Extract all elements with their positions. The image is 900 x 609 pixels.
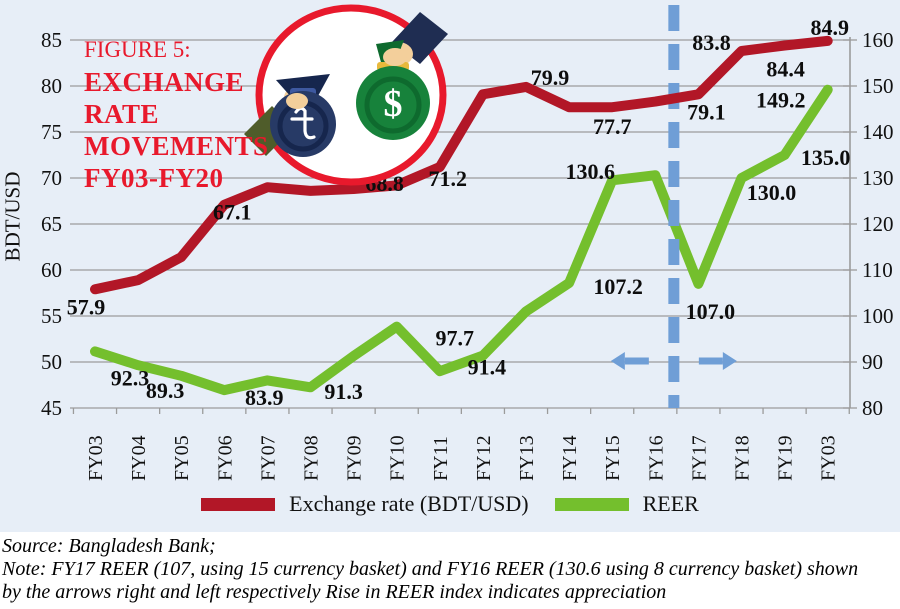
data-point-label: 57.9 <box>67 294 106 319</box>
x-axis-category-label: FY13 <box>516 435 538 481</box>
data-point-label: 83.8 <box>692 30 731 55</box>
x-axis-category-label: FY03 <box>85 435 107 481</box>
x-axis-category-label: FY10 <box>387 435 409 481</box>
left-axis-tick-label: 70 <box>41 166 62 190</box>
x-axis-category-label: FY07 <box>257 435 279 481</box>
data-point-label: 91.3 <box>324 379 363 404</box>
right-axis-tick-label: 120 <box>862 212 894 236</box>
data-point-label: 107.0 <box>686 299 736 324</box>
legend-label-exchange-rate: Exchange rate (BDT/USD) <box>289 491 529 516</box>
chart-title: FIGURE 5: EXCHANGE RATE MOVEMENTS FY03-F… <box>84 34 269 194</box>
money-exchange-illustration: $ <box>244 4 448 186</box>
right-axis-tick-label: 160 <box>862 28 894 52</box>
data-point-label: 135.0 <box>801 145 851 170</box>
reer-swatch <box>554 497 629 511</box>
note-line-1: Note: FY17 REER (107, using 15 currency … <box>2 558 859 580</box>
data-point-label: 79.1 <box>687 99 726 124</box>
right-hand-fingers <box>383 48 407 66</box>
x-axis-category-label: FY09 <box>344 435 366 481</box>
x-axis-category-label: FY14 <box>559 435 581 481</box>
legend-item-reer: REER <box>554 491 699 517</box>
data-point-label: 97.7 <box>435 326 474 351</box>
dollar-symbol: $ <box>384 83 403 125</box>
x-axis-category-label: FY04 <box>128 435 150 481</box>
x-axis-category-label: FY05 <box>171 435 193 481</box>
right-axis-tick-label: 80 <box>862 396 883 420</box>
x-axis-category-label: FY11 <box>430 436 452 481</box>
chart-notes: Source: Bangladesh Bank; Note: FY17 REER… <box>0 532 900 609</box>
x-axis-category-label: FY17 <box>688 435 710 481</box>
data-point-label: 79.9 <box>531 65 570 90</box>
x-axis-category-label: FY15 <box>602 435 624 481</box>
data-point-label: 77.7 <box>593 114 632 139</box>
x-axis-category-label: FY06 <box>214 435 236 481</box>
right-arrow-head <box>722 352 737 370</box>
data-point-label: 107.2 <box>593 274 643 299</box>
dollar-bag-inner-ring <box>364 76 422 134</box>
exchange-rate-line <box>90 35 833 295</box>
right-axis-tick-label: 90 <box>862 350 883 374</box>
data-point-label: 130.6 <box>566 159 616 184</box>
right-axis-tick-label: 130 <box>862 166 894 190</box>
data-point-label: 91.4 <box>468 355 507 380</box>
right-axis-tick-label: 110 <box>862 258 893 282</box>
x-axis-category-label: FY19 <box>775 435 797 481</box>
data-point-label: 71.2 <box>429 166 468 191</box>
chart-legend: Exchange rate (BDT/USD) REER <box>0 491 900 517</box>
left-arrow-head <box>610 352 625 370</box>
right-axis-tick-label: 150 <box>862 74 894 98</box>
title-line-2: RATE <box>84 99 160 129</box>
left-axis-tick-label: 85 <box>41 28 62 52</box>
legend-label-reer: REER <box>642 491 699 516</box>
chart-area: FIGURE 5: EXCHANGE RATE MOVEMENTS FY03-F… <box>0 0 900 532</box>
legend-item-exchange-rate: Exchange rate (BDT/USD) <box>201 491 529 517</box>
data-point-label: 89.3 <box>146 378 185 403</box>
right-axis-tick-label: 100 <box>862 304 894 328</box>
data-point-label: 67.1 <box>213 200 252 225</box>
left-axis-tick-label: 65 <box>41 212 62 236</box>
x-axis-category-label: FY12 <box>473 435 495 481</box>
chart-canvas: 1601501401301201101009080858075706560555… <box>41 4 894 481</box>
left-axis-tick-label: 80 <box>41 74 62 98</box>
left-axis-tick-label: 45 <box>41 396 62 420</box>
title-line-4: FY03-FY20 <box>84 163 224 193</box>
source-line: Source: Bangladesh Bank; <box>2 535 216 557</box>
x-axis-category-label: FY03 <box>818 435 840 481</box>
taka-bag-tie <box>276 74 330 98</box>
x-axis-category-label: FY16 <box>645 435 667 481</box>
data-point-label: 130.0 <box>747 180 797 205</box>
left-axis-tick-label: 75 <box>41 120 62 144</box>
left-hand-fingers <box>286 93 308 109</box>
reer-line <box>90 84 833 396</box>
left-arrow-shaft <box>624 357 649 365</box>
data-point-label: 84.9 <box>810 15 849 40</box>
left-axis-title: BDT/USD <box>0 171 25 262</box>
figure-label: FIGURE 5: <box>84 37 191 62</box>
right-axis-tick-label: 140 <box>862 120 894 144</box>
left-axis-tick-label: 50 <box>41 350 62 374</box>
data-point-label: 84.4 <box>766 57 805 82</box>
title-line-3: MOVEMENTS <box>84 131 269 161</box>
x-axis-category-label: FY18 <box>732 435 754 481</box>
data-point-label: 92.3 <box>111 365 150 390</box>
data-point-label: 83.9 <box>245 385 284 410</box>
left-axis-tick-label: 55 <box>41 304 62 328</box>
note-line-2: by the arrows right and left respectivel… <box>2 581 667 603</box>
left-axis-tick-label: 60 <box>41 258 62 282</box>
right-arrow-shaft <box>698 357 723 365</box>
taka-symbol <box>290 106 316 140</box>
x-axis-category-label: FY08 <box>301 435 323 481</box>
exchange-rate-swatch <box>201 497 276 511</box>
title-line-1: EXCHANGE <box>84 67 245 97</box>
data-point-label: 149.2 <box>756 88 806 113</box>
